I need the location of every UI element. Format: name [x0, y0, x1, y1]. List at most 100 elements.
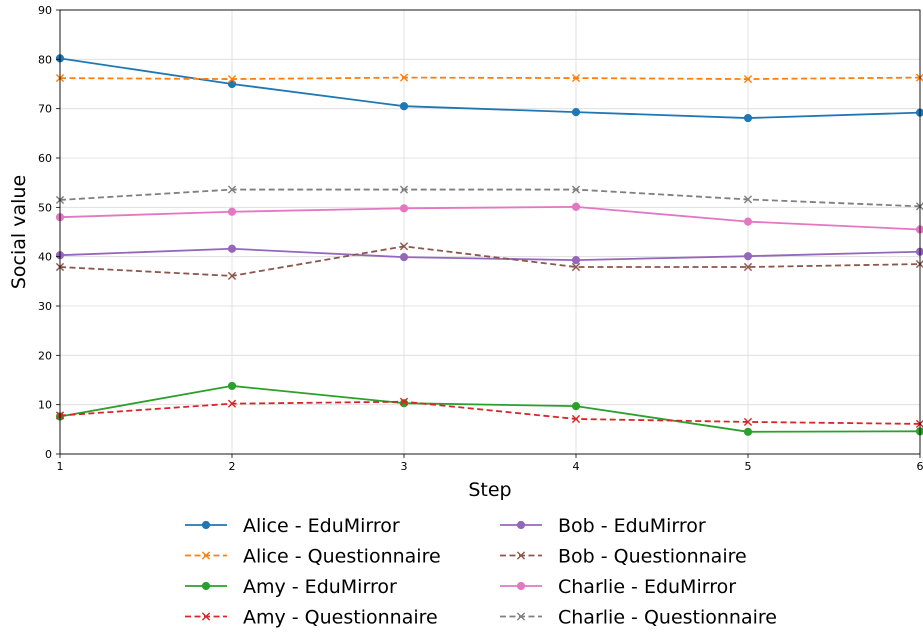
y-tick-label: 40 [38, 251, 52, 264]
series-line [59, 57, 921, 119]
legend-item-alice-questionnaire: Alice - Questionnaire [185, 546, 441, 568]
x-tick-label: 1 [57, 460, 64, 473]
series-alice-questionnaire [55, 73, 923, 84]
data-point [571, 202, 581, 211]
legend-swatch-marker [516, 520, 526, 530]
legend-item-bob-questionnaire: Bob - Questionnaire [500, 546, 747, 568]
marker-stroke [201, 612, 211, 621]
marker-stroke [227, 74, 237, 84]
data-point [571, 73, 581, 83]
data-point [399, 242, 409, 251]
series-alice-edumirror [55, 54, 923, 123]
legend-swatch-marker [201, 581, 211, 591]
marker-stroke [227, 271, 237, 281]
data-point [227, 185, 237, 194]
data-point [227, 271, 237, 281]
marker-stroke [571, 414, 581, 424]
y-tick-label: 0 [45, 448, 52, 461]
data-point [743, 427, 753, 436]
data-point [571, 402, 581, 411]
data-point [399, 399, 409, 408]
data-point [227, 244, 237, 253]
legend-swatch-marker [201, 520, 211, 530]
legend-item-charlie-questionnaire: Charlie - Questionnaire [500, 607, 777, 629]
y-tick-label: 50 [38, 201, 52, 214]
legend: Alice - EduMirror Alice - Questionnaire Am… [185, 515, 777, 629]
y-tick-label: 20 [38, 349, 52, 362]
marker-stroke [743, 195, 753, 204]
data-point [743, 262, 753, 272]
series-bob-questionnaire [55, 242, 923, 281]
legend-item-amy-edumirror: Amy - EduMirror [185, 576, 397, 598]
data-point [571, 108, 581, 117]
legend-label: Amy - EduMirror [243, 576, 397, 598]
data-point [227, 399, 237, 408]
marker-stroke [399, 242, 409, 251]
data-point [571, 414, 581, 424]
data-point [743, 252, 753, 261]
y-tick-label: 80 [38, 53, 52, 66]
data-point [399, 204, 409, 213]
plot-frame [59, 9, 921, 455]
data-point [399, 253, 409, 262]
marker-stroke [227, 185, 237, 194]
series-line [59, 400, 921, 425]
data-point [227, 79, 237, 89]
marker-stroke [399, 73, 409, 82]
legend-swatch-marker [516, 612, 526, 621]
data-point [571, 262, 581, 272]
marker-stroke [743, 74, 753, 84]
data-point [399, 102, 409, 111]
legend-swatch-marker [516, 551, 526, 560]
marker-stroke [399, 397, 409, 406]
grid [59, 9, 921, 455]
marker-stroke [516, 612, 526, 621]
series-line [59, 76, 921, 80]
y-tick-label: 10 [38, 399, 52, 412]
x-tick-label: 5 [745, 460, 752, 473]
data-point [571, 185, 581, 194]
series-charlie-questionnaire [55, 185, 923, 211]
legend-label: Charlie - EduMirror [558, 576, 736, 598]
data-point [743, 217, 753, 226]
series-line [59, 245, 921, 277]
data-point [743, 417, 753, 427]
legend-swatch-marker [201, 551, 211, 560]
y-tick-label: 70 [38, 103, 52, 116]
data-point [227, 207, 237, 216]
legend-item-bob-edumirror: Bob - EduMirror [500, 515, 706, 537]
data-point [399, 73, 409, 82]
legend-item-charlie-edumirror: Charlie - EduMirror [500, 576, 736, 598]
legend-label: Alice - Questionnaire [243, 546, 441, 568]
data-point [227, 381, 237, 391]
y-tick-label: 60 [38, 152, 52, 165]
legend-item-amy-questionnaire: Amy - Questionnaire [185, 607, 438, 629]
series-amy-edumirror [55, 381, 923, 436]
marker-stroke [571, 73, 581, 83]
series-bob-edumirror [55, 244, 923, 265]
x-tick-label: 2 [229, 460, 236, 473]
series-line [59, 385, 921, 433]
series-line [59, 188, 921, 208]
legend-item-alice-edumirror: Alice - EduMirror [185, 515, 400, 537]
data-point [399, 185, 409, 194]
legend-swatch-marker [201, 612, 211, 621]
marker-stroke [571, 262, 581, 272]
data-point [743, 74, 753, 84]
legend-label: Charlie - Questionnaire [558, 607, 777, 629]
series-layer [55, 54, 923, 436]
data-point [227, 74, 237, 84]
data-point [743, 195, 753, 204]
x-tick-label: 6 [917, 460, 923, 473]
x-tick-label: 3 [401, 460, 408, 473]
marker-stroke [743, 262, 753, 272]
legend-label: Alice - EduMirror [243, 515, 400, 537]
y-axis-title: Social value [8, 175, 30, 289]
marker-stroke [227, 399, 237, 408]
series-amy-questionnaire [55, 397, 923, 429]
marker-stroke [399, 185, 409, 194]
y-tick-label: 30 [38, 300, 52, 313]
